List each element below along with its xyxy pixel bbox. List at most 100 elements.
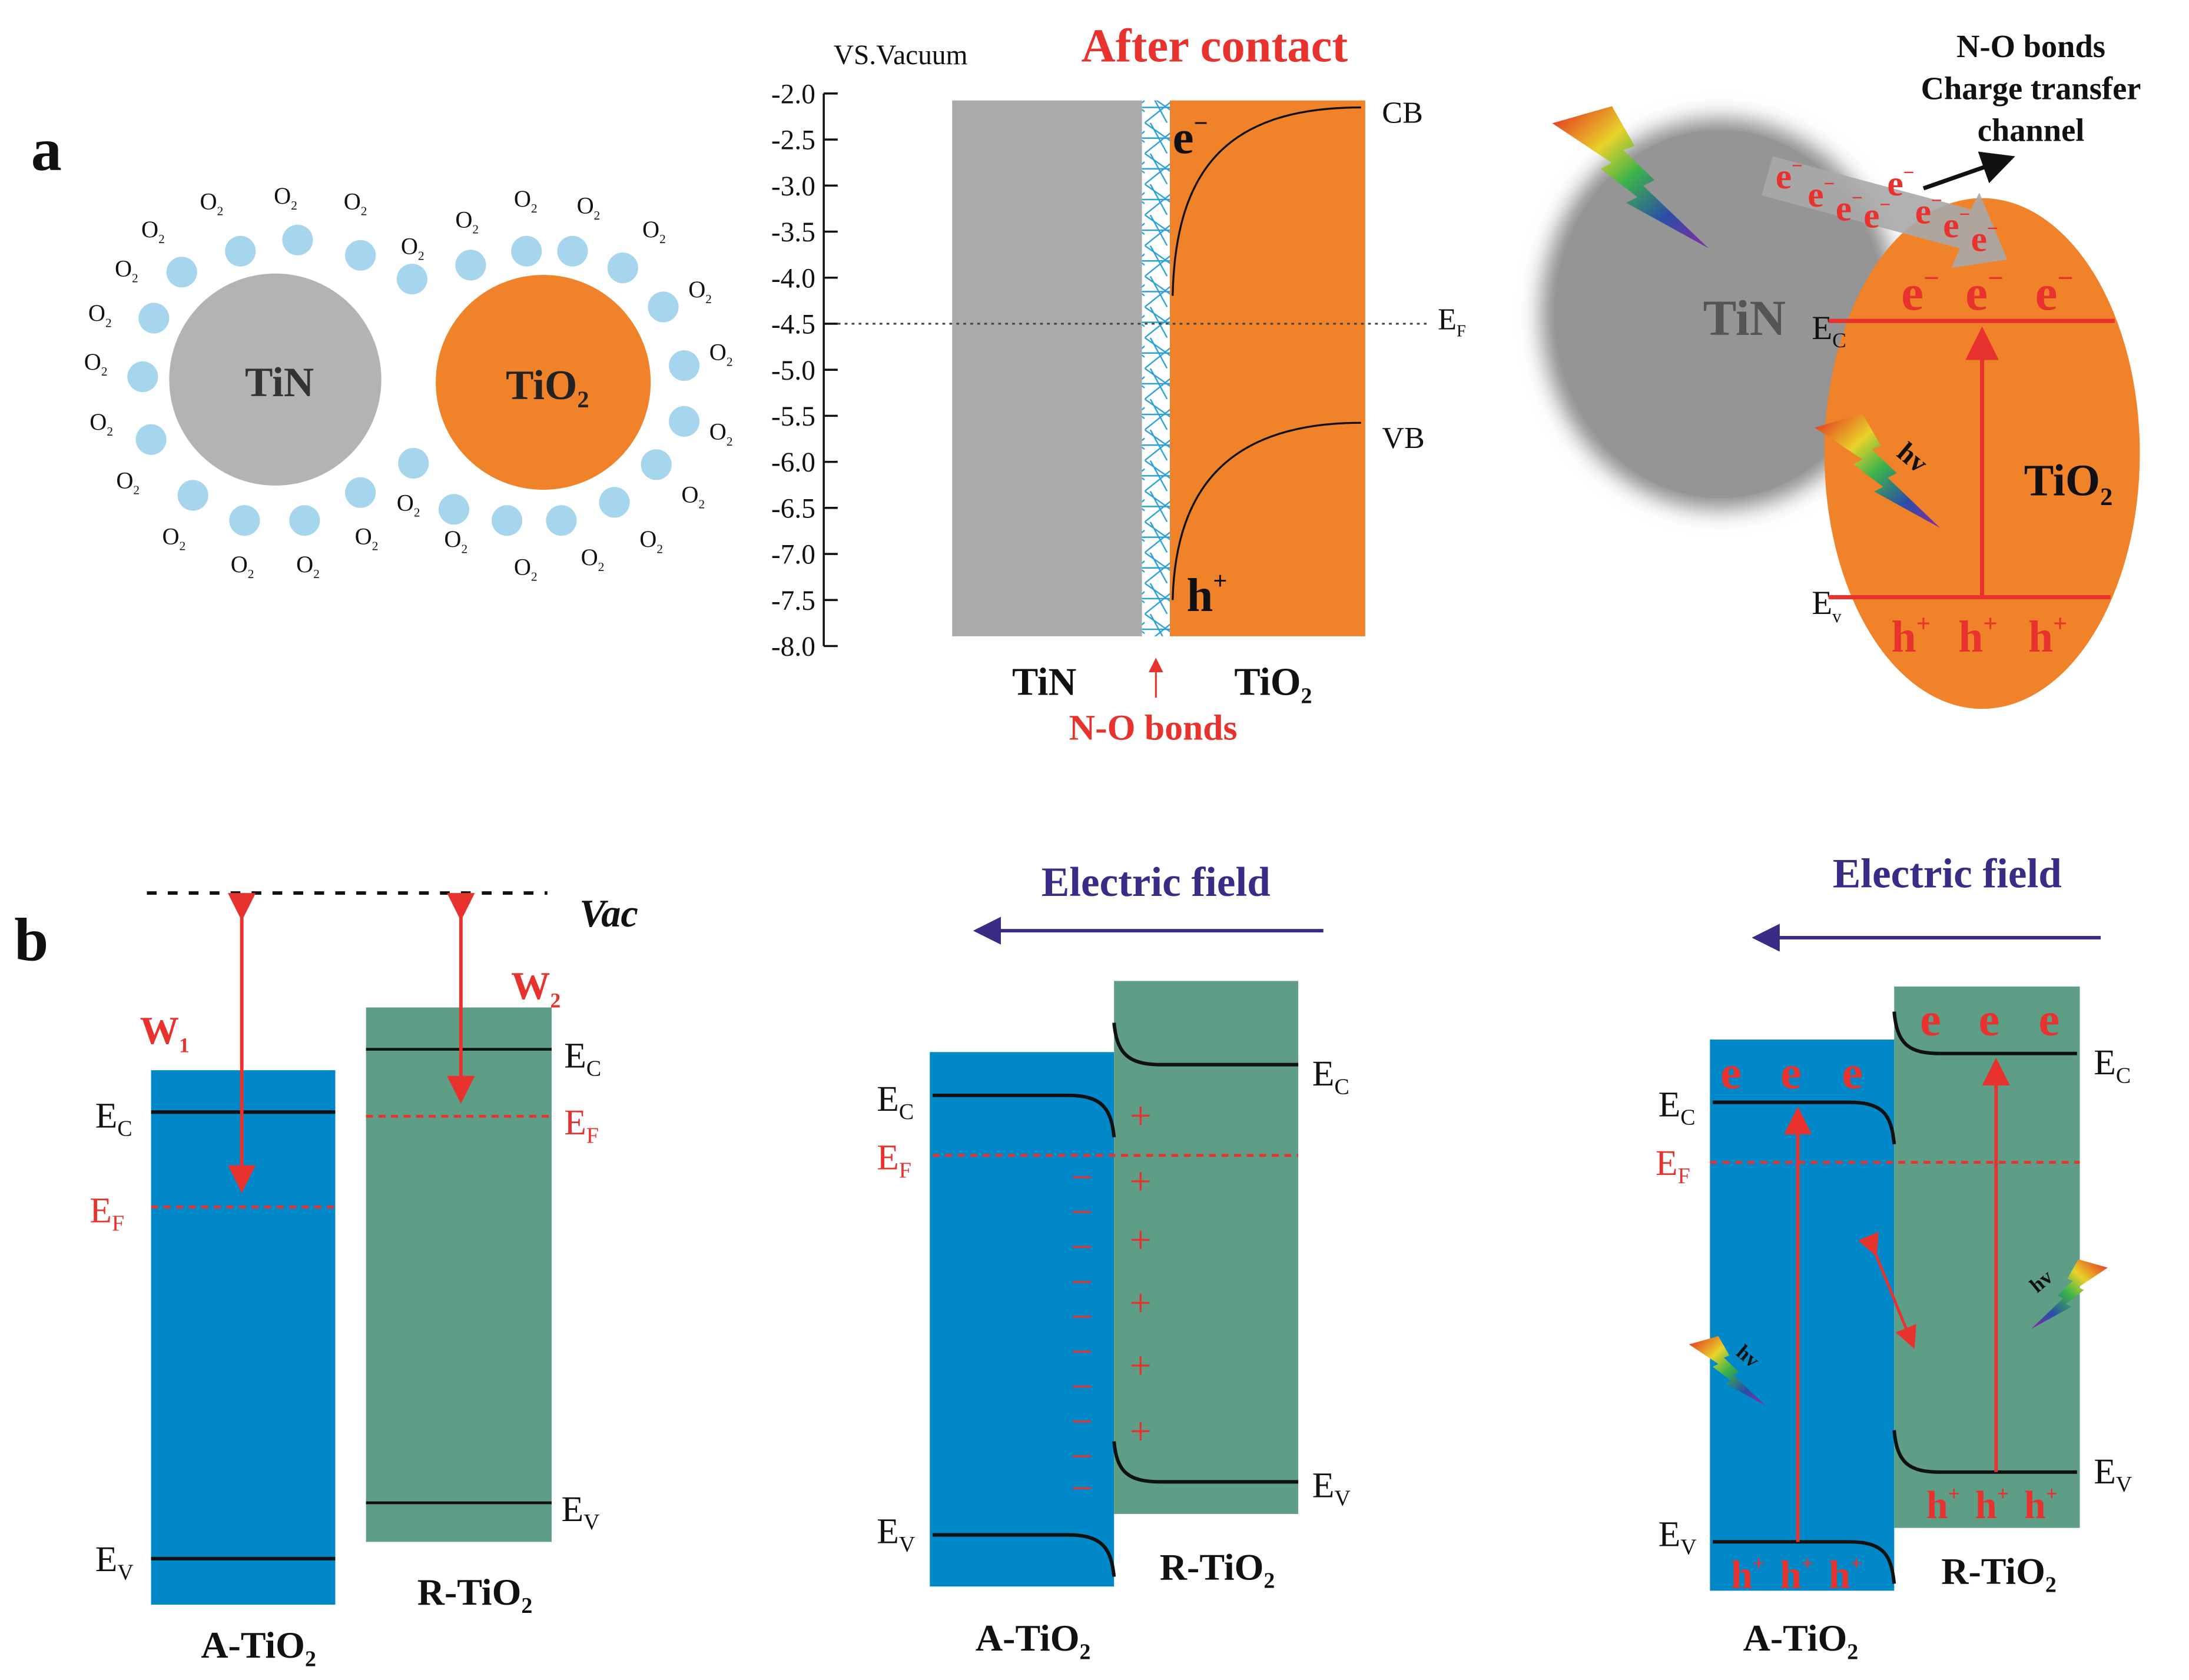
- o2-label: O2: [514, 554, 538, 584]
- ec-label: EC: [1659, 1084, 1696, 1130]
- o2-label: O2: [642, 216, 666, 246]
- o2-label-script: 2: [594, 208, 601, 223]
- o2-label-script: 2: [659, 232, 666, 246]
- anatase-ec-band: [1713, 1100, 1896, 1145]
- o2-label-script: 2: [105, 316, 112, 330]
- flowing-electrons: e−e−e− e−e−e−e−e−: [1776, 155, 1998, 259]
- plus-charge: +: [1130, 1160, 1152, 1203]
- o2-label: O2: [296, 551, 320, 581]
- o2-label: O2: [162, 523, 186, 553]
- no-bonds-label: N-O bonds: [1069, 708, 1238, 748]
- panel-b-after-contact: Electric field −−−−−−−−−− ++++++ EC EF E…: [877, 859, 1351, 1665]
- electron-main: e: [1776, 157, 1792, 197]
- hole: h+: [1958, 610, 1998, 662]
- o2-label-script: 2: [133, 483, 140, 497]
- positive-charges: + + + + + +: [1130, 1095, 1152, 1453]
- o2-molecule: [648, 291, 679, 323]
- o2-label-script: 2: [107, 424, 113, 439]
- callout-arrow: [1922, 151, 2015, 191]
- electron: e−: [1971, 218, 1998, 260]
- o2-label: O2: [231, 551, 254, 581]
- electron-main: e: [1863, 195, 1879, 235]
- electron: e−: [1776, 155, 1803, 197]
- ef-label: EF: [877, 1137, 911, 1183]
- anatase-label: A-TiO2: [201, 1624, 316, 1671]
- o2-molecule: [229, 505, 260, 536]
- hole-script: +: [1983, 610, 1997, 638]
- o2-molecule: [127, 361, 158, 393]
- electron-label: e−: [1173, 109, 1208, 164]
- rutile-ef-label: EF: [564, 1103, 599, 1148]
- ev-label: EV: [95, 1539, 134, 1585]
- cb-curve: [1172, 106, 1361, 296]
- o2-label-script: 2: [656, 542, 663, 556]
- hole: h+: [1731, 1552, 1765, 1597]
- vb-label: VB: [1382, 421, 1424, 455]
- o2-molecule: [599, 487, 630, 518]
- minus-charge: −: [1071, 1400, 1093, 1443]
- panel-label-a: a: [31, 115, 62, 184]
- w1-label: W1: [140, 1010, 190, 1057]
- hole-script: +: [1948, 1482, 1960, 1505]
- vb-curve: [1172, 421, 1361, 600]
- ec-label: EC: [95, 1095, 132, 1141]
- o2-molecule: [289, 505, 320, 536]
- y-tick-label: -6.5: [771, 493, 815, 524]
- rutile-label: R-TiO2: [417, 1571, 533, 1618]
- tin-block: [952, 100, 1142, 636]
- o2-label: O2: [514, 185, 538, 215]
- o2-label: O2: [455, 206, 479, 236]
- o2-label-script: 2: [598, 560, 605, 574]
- electron-script: −: [1792, 155, 1803, 177]
- o2-label-main: O: [688, 276, 705, 303]
- minus-charge: −: [1071, 1296, 1093, 1339]
- y-tick-label: -6.0: [771, 447, 815, 478]
- o2-label-main: O: [444, 526, 461, 552]
- plus-charge: +: [1130, 1095, 1152, 1138]
- hole-script: +: [1997, 1482, 2009, 1505]
- o2-label-main: O: [639, 526, 656, 552]
- anatase-label: A-TiO2: [976, 1617, 1091, 1664]
- ef-label: EF: [1656, 1143, 1690, 1188]
- plus-charge: +: [1130, 1344, 1152, 1387]
- o2-molecule: [641, 449, 672, 480]
- hole-main: h: [2024, 1484, 2046, 1527]
- y-tick-label: -7.0: [771, 540, 815, 570]
- y-tick-label: -4.0: [771, 263, 815, 294]
- o2-molecules: [127, 224, 700, 536]
- electric-field-label: Electric field: [1833, 851, 2062, 897]
- o2-label: O2: [274, 182, 297, 213]
- o2-label-script: 2: [727, 434, 733, 449]
- o2-label-script: 2: [132, 271, 138, 285]
- o2-label-main: O: [115, 255, 132, 281]
- o2-label-main: O: [709, 419, 727, 445]
- electron-script: −: [1931, 190, 1942, 212]
- electron: e: [2038, 994, 2059, 1046]
- o2-label: O2: [444, 526, 467, 556]
- o2-label: O2: [709, 419, 733, 449]
- o2-label-script: 2: [472, 222, 479, 236]
- o2-molecule: [345, 477, 376, 508]
- o2-label: O2: [401, 233, 424, 263]
- o2-label-main: O: [200, 188, 217, 215]
- o2-label-script: 2: [313, 567, 320, 581]
- o2-label-script: 2: [101, 364, 108, 379]
- o2-label-script: 2: [531, 570, 538, 584]
- ef-label: EF: [1438, 303, 1466, 340]
- hole-script: +: [2053, 610, 2067, 638]
- hole: h+: [2024, 1482, 2058, 1527]
- rutile-ec-label: EC: [564, 1035, 601, 1081]
- o2-molecule: [438, 494, 470, 525]
- electric-field-label: Electric field: [1042, 859, 1271, 905]
- electron-script: −: [1879, 194, 1890, 216]
- electron: e: [1780, 1047, 1802, 1099]
- y-tick-label: -8.0: [771, 632, 815, 662]
- o2-label-main: O: [296, 551, 313, 577]
- electron-main: e: [1901, 265, 1923, 321]
- o2-label: O2: [688, 276, 712, 306]
- hole-script: +: [1916, 610, 1931, 638]
- o2-label-script: 2: [418, 248, 424, 263]
- electron: e: [1920, 994, 1941, 1046]
- photo-electrons: e e ee e e: [1720, 994, 2059, 1099]
- o2-label-script: 2: [372, 539, 379, 553]
